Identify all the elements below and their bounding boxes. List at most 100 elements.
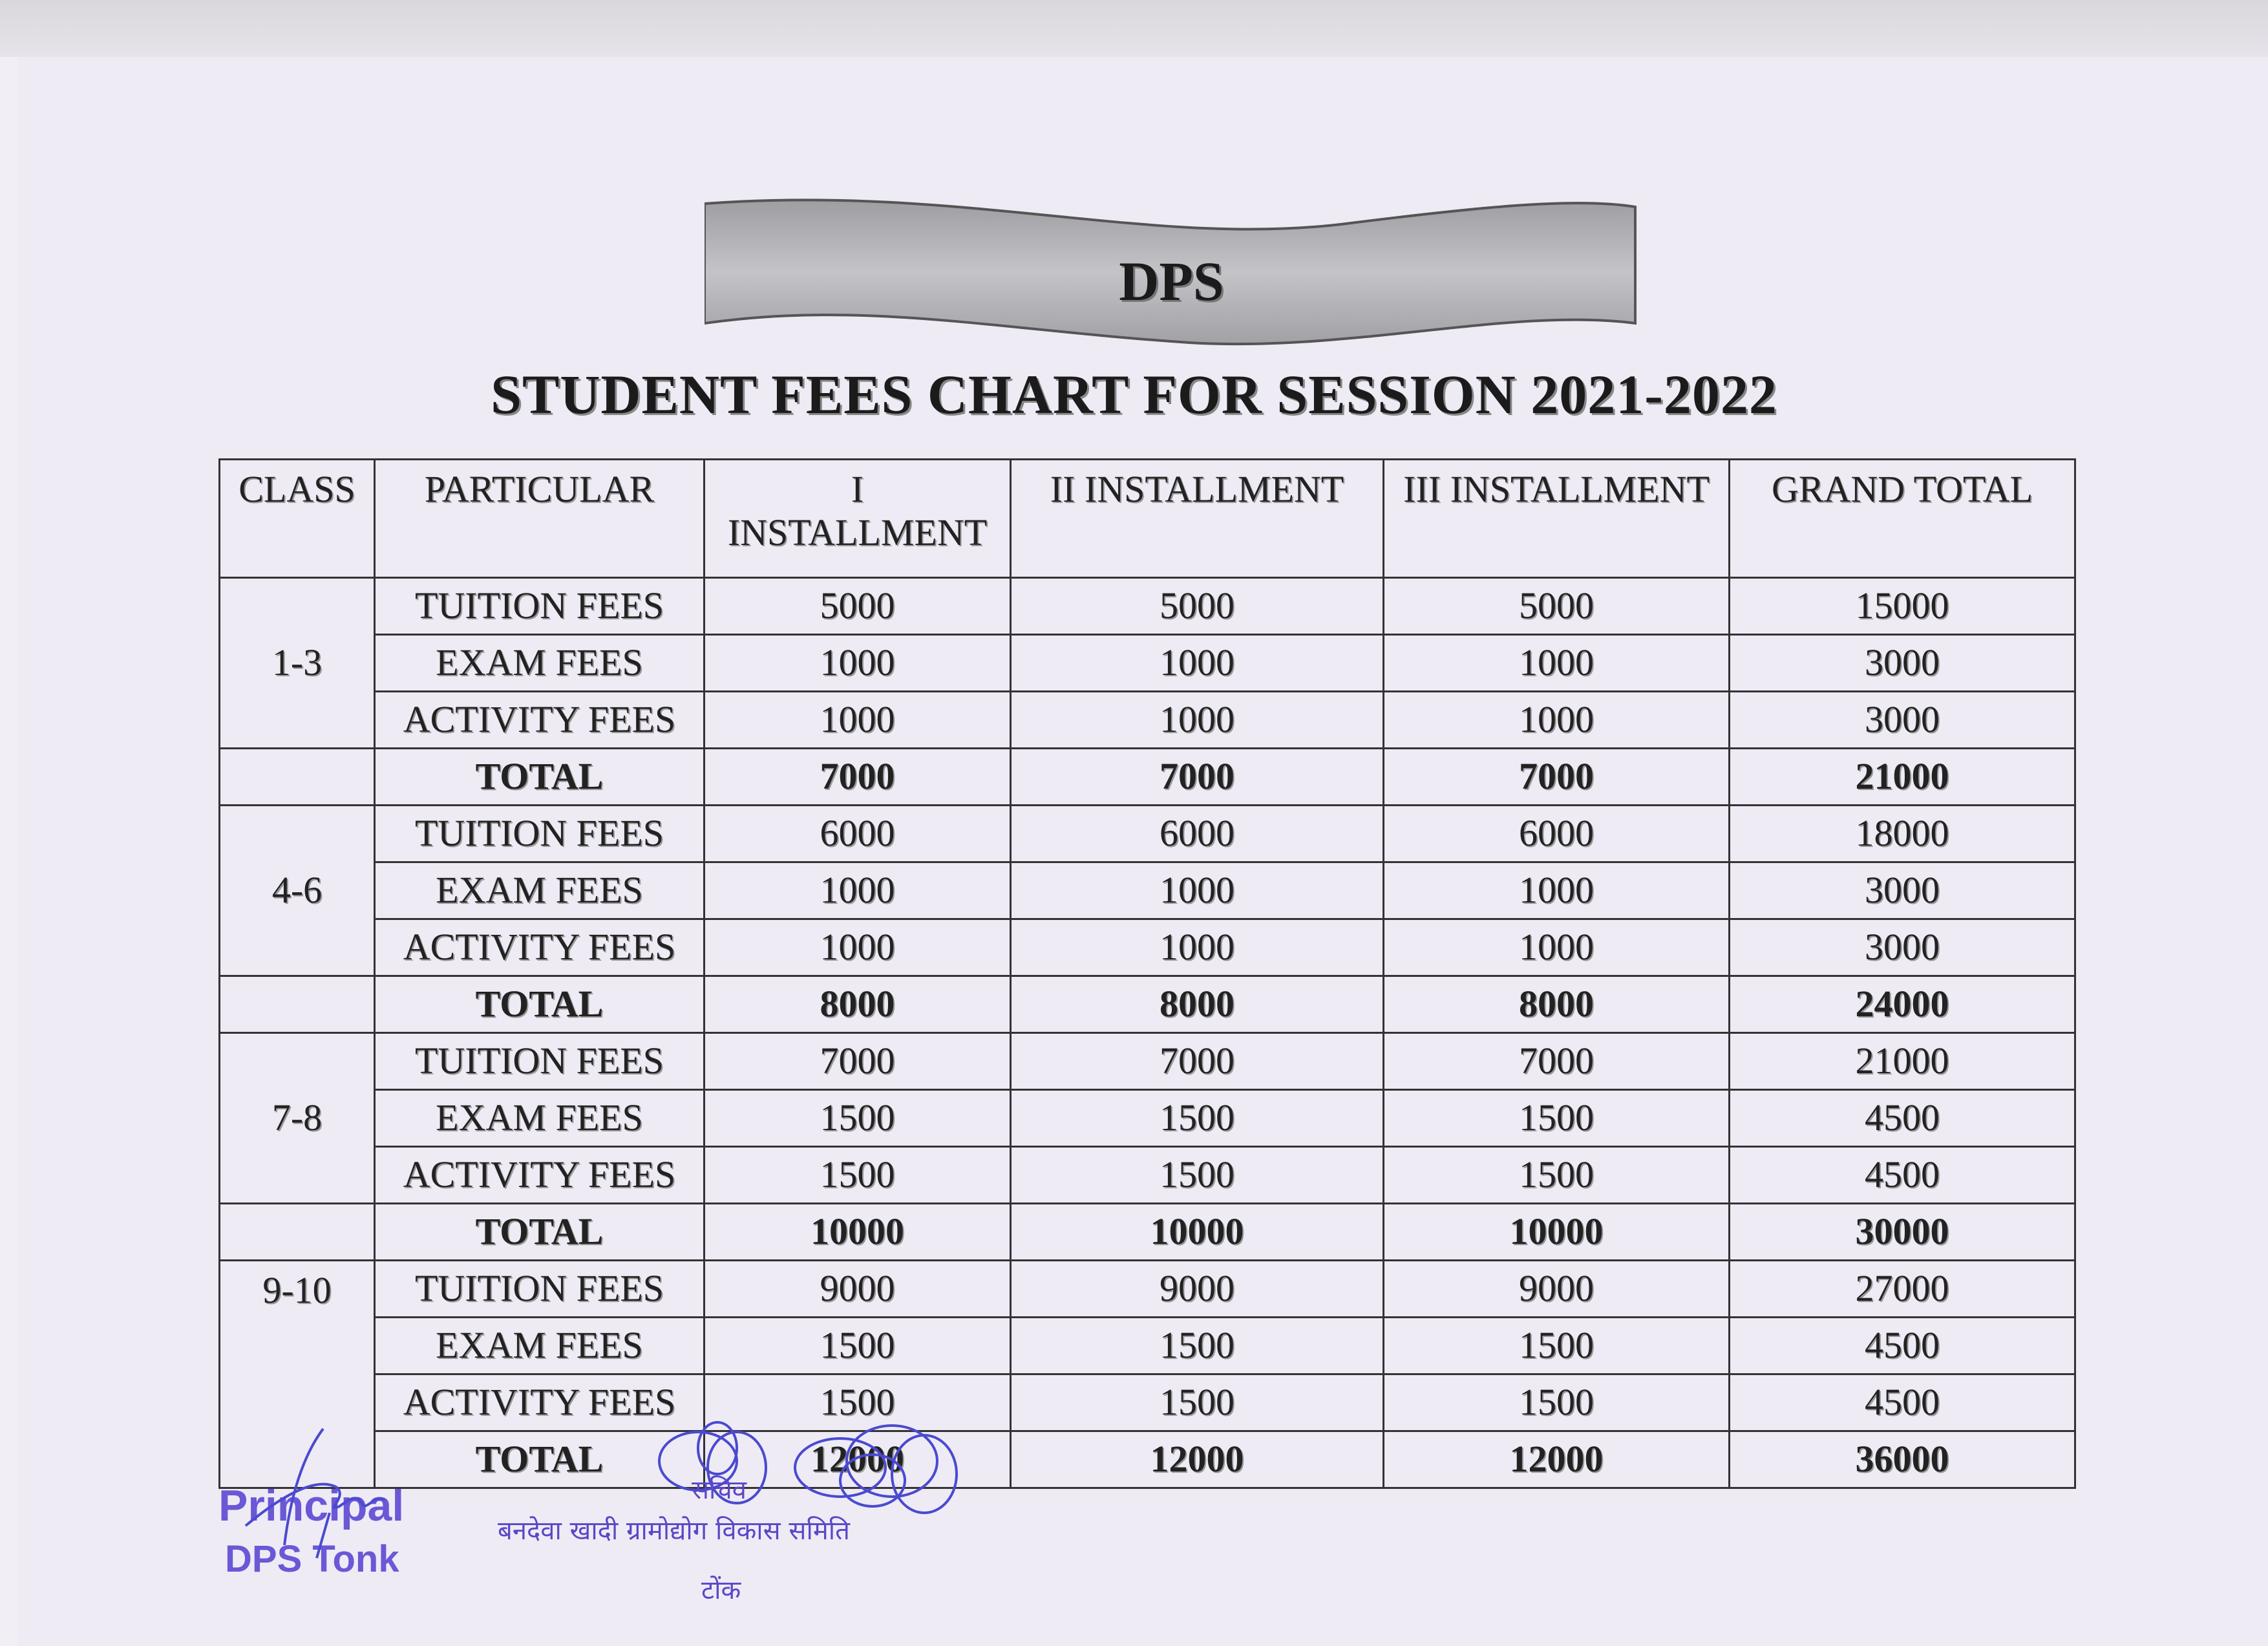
total-row: TOTAL 8000 8000 8000 24000 xyxy=(218,975,2076,1034)
society-name-stamp: बनदेवा खादी ग्रामोद्योग विकास समिति xyxy=(498,1516,850,1546)
secretary-signature xyxy=(658,1421,958,1514)
total-amount: 24000 xyxy=(1728,975,2076,1034)
amount-cell: 5000 xyxy=(1383,577,1730,636)
amount-cell: 1000 xyxy=(703,918,1012,977)
header-installment-3: III INSTALLMENT xyxy=(1383,458,1730,579)
amount-cell: 9000 xyxy=(1383,1259,1730,1318)
amount-cell: 1500 xyxy=(703,1146,1012,1204)
amount-cell: 1500 xyxy=(1010,1316,1384,1375)
amount-cell: 27000 xyxy=(1728,1259,2076,1318)
table-row: 4-6 TUITION FEES 6000 6000 6000 18000 xyxy=(218,804,2076,977)
amount-cell: 6000 xyxy=(1010,804,1384,863)
amount-cell: 1000 xyxy=(1383,690,1730,749)
amount-cell: 1000 xyxy=(703,690,1012,749)
scan-edge xyxy=(0,0,2268,57)
header-installment-2: II INSTALLMENT xyxy=(1010,458,1384,579)
table-row: 7-8 TUITION FEES 7000 7000 7000 21000 xyxy=(218,1032,2076,1204)
amount-cell: 1500 xyxy=(1383,1146,1730,1204)
header-particular: PARTICULAR xyxy=(374,458,705,579)
total-amount: 7000 xyxy=(703,747,1012,806)
amount-cell: 3000 xyxy=(1728,690,2076,749)
class-cell: 9-10 xyxy=(218,1259,376,1489)
particular-cell: TUITION FEES xyxy=(374,1259,705,1318)
table-row: 9-10 TUITION FEES 9000 9000 9000 27000 xyxy=(218,1259,2076,1489)
amount-cell: 9000 xyxy=(703,1259,1012,1318)
society-place-stamp: टोंक xyxy=(701,1576,741,1605)
total-label: TOTAL xyxy=(374,1430,705,1489)
amount-cell: 4500 xyxy=(1728,1316,2076,1375)
amount-cell: 1000 xyxy=(703,861,1012,920)
amount-cell: 4500 xyxy=(1728,1146,2076,1204)
amount-cell: 1000 xyxy=(703,634,1012,692)
empty-class-cell xyxy=(218,1202,376,1261)
particular-cell: ACTIVITY FEES xyxy=(374,690,705,749)
table-row: ACTIVITY FEES 1000 1000 1000 3000 xyxy=(220,690,2076,749)
school-banner: DPS xyxy=(703,191,1638,352)
amount-cell: 5000 xyxy=(1010,577,1384,636)
amount-cell: 9000 xyxy=(1010,1259,1384,1318)
empty-class-cell xyxy=(218,975,376,1034)
amount-cell: 7000 xyxy=(703,1032,1012,1091)
amount-cell: 1000 xyxy=(1010,690,1384,749)
amount-cell: 3000 xyxy=(1728,918,2076,977)
amount-cell: 7000 xyxy=(1010,1032,1384,1091)
total-label: TOTAL xyxy=(374,1202,705,1261)
amount-cell: 1500 xyxy=(1010,1146,1384,1204)
amount-cell: 1000 xyxy=(1383,918,1730,977)
total-amount: 10000 xyxy=(1383,1202,1730,1261)
total-row: TOTAL 7000 7000 7000 21000 xyxy=(218,747,2076,806)
amount-cell: 3000 xyxy=(1728,861,2076,920)
class-cell: 7-8 xyxy=(218,1032,376,1204)
header-installment-1: I INSTALLMENT xyxy=(703,458,1012,579)
page-title: STUDENT FEES CHART FOR SESSION 2021-2022 xyxy=(491,363,1777,425)
wave-banner-shape xyxy=(703,198,1637,346)
particular-cell: TUITION FEES xyxy=(374,804,705,863)
total-amount: 8000 xyxy=(1383,975,1730,1034)
amount-cell: 1000 xyxy=(1010,861,1384,920)
principal-signature xyxy=(244,1427,386,1559)
amount-cell: 1500 xyxy=(703,1373,1012,1432)
amount-cell: 3000 xyxy=(1728,634,2076,692)
table-row: 1-3 TUITION FEES 5000 5000 5000 15000 xyxy=(218,577,2076,749)
particular-cell: EXAM FEES xyxy=(374,634,705,692)
particular-cell: TUITION FEES xyxy=(374,577,705,636)
amount-cell: 1500 xyxy=(1383,1089,1730,1148)
amount-cell: 1500 xyxy=(1010,1089,1384,1148)
table-header-row: CLASS PARTICULAR I INSTALLMENT II INSTAL… xyxy=(218,458,2076,579)
particular-cell: EXAM FEES xyxy=(374,1089,705,1148)
amount-cell: 21000 xyxy=(1728,1032,2076,1091)
table-row: EXAM FEES 1000 1000 1000 3000 xyxy=(220,861,2076,920)
total-label: TOTAL xyxy=(374,747,705,806)
total-row: TOTAL 12000 12000 12000 36000 xyxy=(220,1430,2076,1489)
class-cell: 4-6 xyxy=(218,804,376,977)
header-grand-total: GRAND TOTAL xyxy=(1728,458,2076,579)
total-amount: 36000 xyxy=(1728,1430,2076,1489)
particular-cell: ACTIVITY FEES xyxy=(374,1146,705,1204)
amount-cell: 1500 xyxy=(1383,1373,1730,1432)
amount-cell: 15000 xyxy=(1728,577,2076,636)
total-amount: 10000 xyxy=(1010,1202,1384,1261)
amount-cell: 6000 xyxy=(703,804,1012,863)
header-class: CLASS xyxy=(218,458,376,579)
total-amount: 7000 xyxy=(1383,747,1730,806)
total-amount: 8000 xyxy=(703,975,1012,1034)
table-row: EXAM FEES 1500 1500 1500 4500 xyxy=(220,1089,2076,1148)
amount-cell: 1000 xyxy=(1010,918,1384,977)
total-row: TOTAL 10000 10000 10000 30000 xyxy=(218,1202,2076,1261)
table-row: ACTIVITY FEES 1500 1500 1500 4500 xyxy=(220,1146,2076,1204)
amount-cell: 1000 xyxy=(1383,634,1730,692)
principal-stamp-line2: DPS Tonk xyxy=(225,1538,399,1580)
amount-cell: 1000 xyxy=(1383,861,1730,920)
particular-cell: EXAM FEES xyxy=(374,861,705,920)
total-amount: 21000 xyxy=(1728,747,2076,806)
amount-cell: 7000 xyxy=(1383,1032,1730,1091)
amount-cell: 1500 xyxy=(1383,1316,1730,1375)
amount-cell: 4500 xyxy=(1728,1089,2076,1148)
class-cell: 1-3 xyxy=(218,577,376,749)
particular-cell: ACTIVITY FEES xyxy=(374,918,705,977)
table-row: EXAM FEES 1000 1000 1000 3000 xyxy=(220,634,2076,692)
fees-table: CLASS PARTICULAR I INSTALLMENT II INSTAL… xyxy=(218,458,2076,1489)
table-row: ACTIVITY FEES 1500 1500 1500 4500 xyxy=(220,1373,2076,1432)
total-amount: 12000 xyxy=(1010,1430,1384,1489)
particular-cell: TUITION FEES xyxy=(374,1032,705,1091)
